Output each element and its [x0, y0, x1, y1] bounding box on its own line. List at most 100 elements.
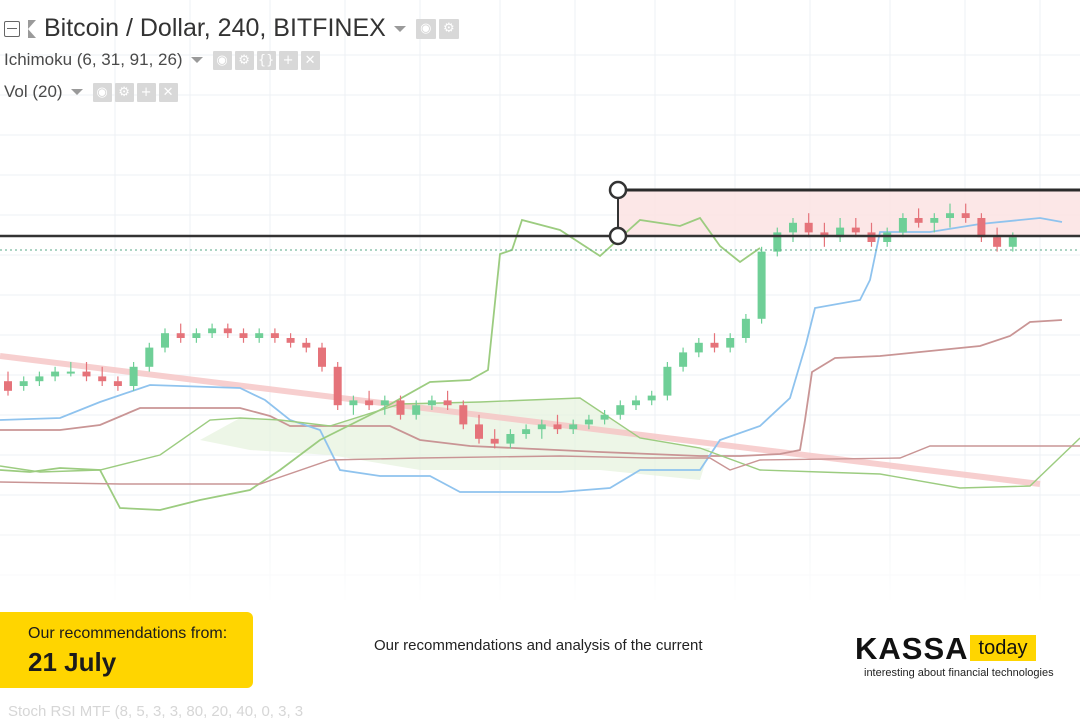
candle-body [773, 232, 782, 252]
candle-body [836, 227, 845, 238]
candle-body [82, 371, 91, 377]
candle-body [946, 213, 954, 218]
kassa-today-logo: KASSA today interesting about financial t… [855, 631, 1054, 680]
candle-body [98, 376, 107, 382]
senkou-span-b [0, 445, 1080, 485]
candle-body [789, 222, 797, 233]
candle-body [1008, 237, 1017, 247]
drawing-range-rectangle[interactable] [618, 190, 1080, 236]
candle-body [632, 400, 640, 406]
legend-ichimoku-row: Ichimoku (6, 31, 91, 26) ◉ ⚙ {} + ✕ [4, 50, 323, 70]
candle-body [522, 429, 531, 434]
legend-volume-row: Vol (20) ◉ ⚙ + ✕ [4, 82, 181, 102]
candle-body [553, 424, 562, 430]
candle-body [129, 366, 138, 386]
candle-body [726, 338, 735, 348]
gear-icon[interactable]: ⚙ [438, 18, 459, 39]
close-icon[interactable]: ✕ [158, 82, 178, 102]
candle-body [318, 347, 326, 367]
candle-body [757, 251, 766, 319]
candle-body [145, 347, 154, 367]
kijun-line [0, 319, 1063, 457]
candle-body [741, 318, 750, 338]
volume-label[interactable]: Vol (20) [4, 82, 63, 101]
candle-body [961, 213, 970, 218]
candle-body [161, 333, 169, 348]
range-bottom-handle[interactable] [608, 226, 628, 246]
candle-body [804, 222, 813, 233]
candle-body [679, 352, 688, 367]
candle-body [286, 338, 295, 343]
candle-body [223, 328, 232, 334]
candle-body [537, 424, 546, 430]
gear-icon[interactable]: ⚙ [234, 50, 254, 70]
ichimoku-cloud-bullish [200, 398, 710, 480]
candle-body [427, 400, 436, 406]
candle-body [333, 366, 342, 406]
candle-body [208, 328, 217, 334]
candle-body [647, 395, 656, 401]
candle-body [66, 371, 75, 374]
trendline-descending[interactable] [0, 353, 1041, 487]
candle-body [930, 218, 939, 223]
candle-body [977, 218, 986, 238]
flag-icon[interactable] [28, 19, 36, 38]
candle-body [443, 400, 452, 406]
candle-body [51, 371, 60, 377]
candle-body [192, 333, 201, 338]
candle-body [898, 218, 907, 233]
ichimoku-label[interactable]: Ichimoku (6, 31, 91, 26) [4, 50, 183, 69]
legend-symbol-row: Bitcoin / Dollar, 240, BITFINEX ◉ ⚙ [4, 14, 462, 43]
symbol-title[interactable]: Bitcoin / Dollar, 240, BITFINEX [44, 14, 386, 42]
candle-body [380, 400, 389, 406]
candle-body [851, 227, 860, 233]
candle-body [490, 438, 499, 444]
recommendation-date: 21 July [28, 647, 117, 677]
candle-body [239, 333, 248, 338]
candle-body [19, 381, 28, 386]
plus-icon[interactable]: + [136, 82, 156, 102]
chart-grid [0, 0, 1080, 600]
tenkan-line [0, 217, 1063, 493]
candle-body [914, 218, 923, 223]
chevron-down-icon[interactable] [393, 25, 406, 32]
candle-body [4, 381, 12, 391]
candle-body [663, 366, 672, 396]
logo-name: KASSA [855, 631, 969, 666]
candle-body [176, 333, 185, 338]
candle-body [710, 342, 719, 348]
candle-body [35, 376, 44, 382]
chevron-down-icon[interactable] [70, 89, 83, 95]
chevron-down-icon[interactable] [190, 57, 203, 63]
plus-icon[interactable]: + [278, 50, 298, 70]
logo-badge: today [969, 635, 1037, 661]
braces-icon[interactable]: {} [256, 50, 276, 70]
range-top-handle[interactable] [608, 180, 628, 200]
candle-body [616, 405, 625, 415]
candle-body [255, 333, 264, 338]
candle-body [302, 342, 311, 348]
logo-tagline: interesting about financial technologies [864, 667, 1054, 679]
candle-body [475, 424, 483, 439]
candle-body [694, 342, 703, 353]
candle-body [569, 424, 578, 430]
candle-body [396, 400, 405, 415]
candle-body [270, 333, 279, 338]
recommendation-banner: Our recommendations from: 21 July [0, 612, 253, 688]
close-icon[interactable]: ✕ [300, 50, 320, 70]
analysis-caption: Our recommendations and analysis of the … [374, 637, 703, 654]
candle-body [365, 400, 374, 406]
candle-body [113, 381, 122, 386]
recommendation-label: Our recommendations from: [28, 625, 228, 642]
candle-body [584, 419, 593, 425]
candle-body [506, 434, 515, 444]
candle-body [459, 405, 468, 425]
gear-icon[interactable]: ⚙ [114, 82, 134, 102]
candle-body [993, 237, 1002, 247]
eye-icon[interactable]: ◉ [212, 50, 232, 70]
eye-icon[interactable]: ◉ [92, 82, 112, 102]
candle-body [600, 414, 609, 420]
collapse-icon[interactable] [4, 20, 20, 37]
eye-icon[interactable]: ◉ [415, 18, 436, 39]
